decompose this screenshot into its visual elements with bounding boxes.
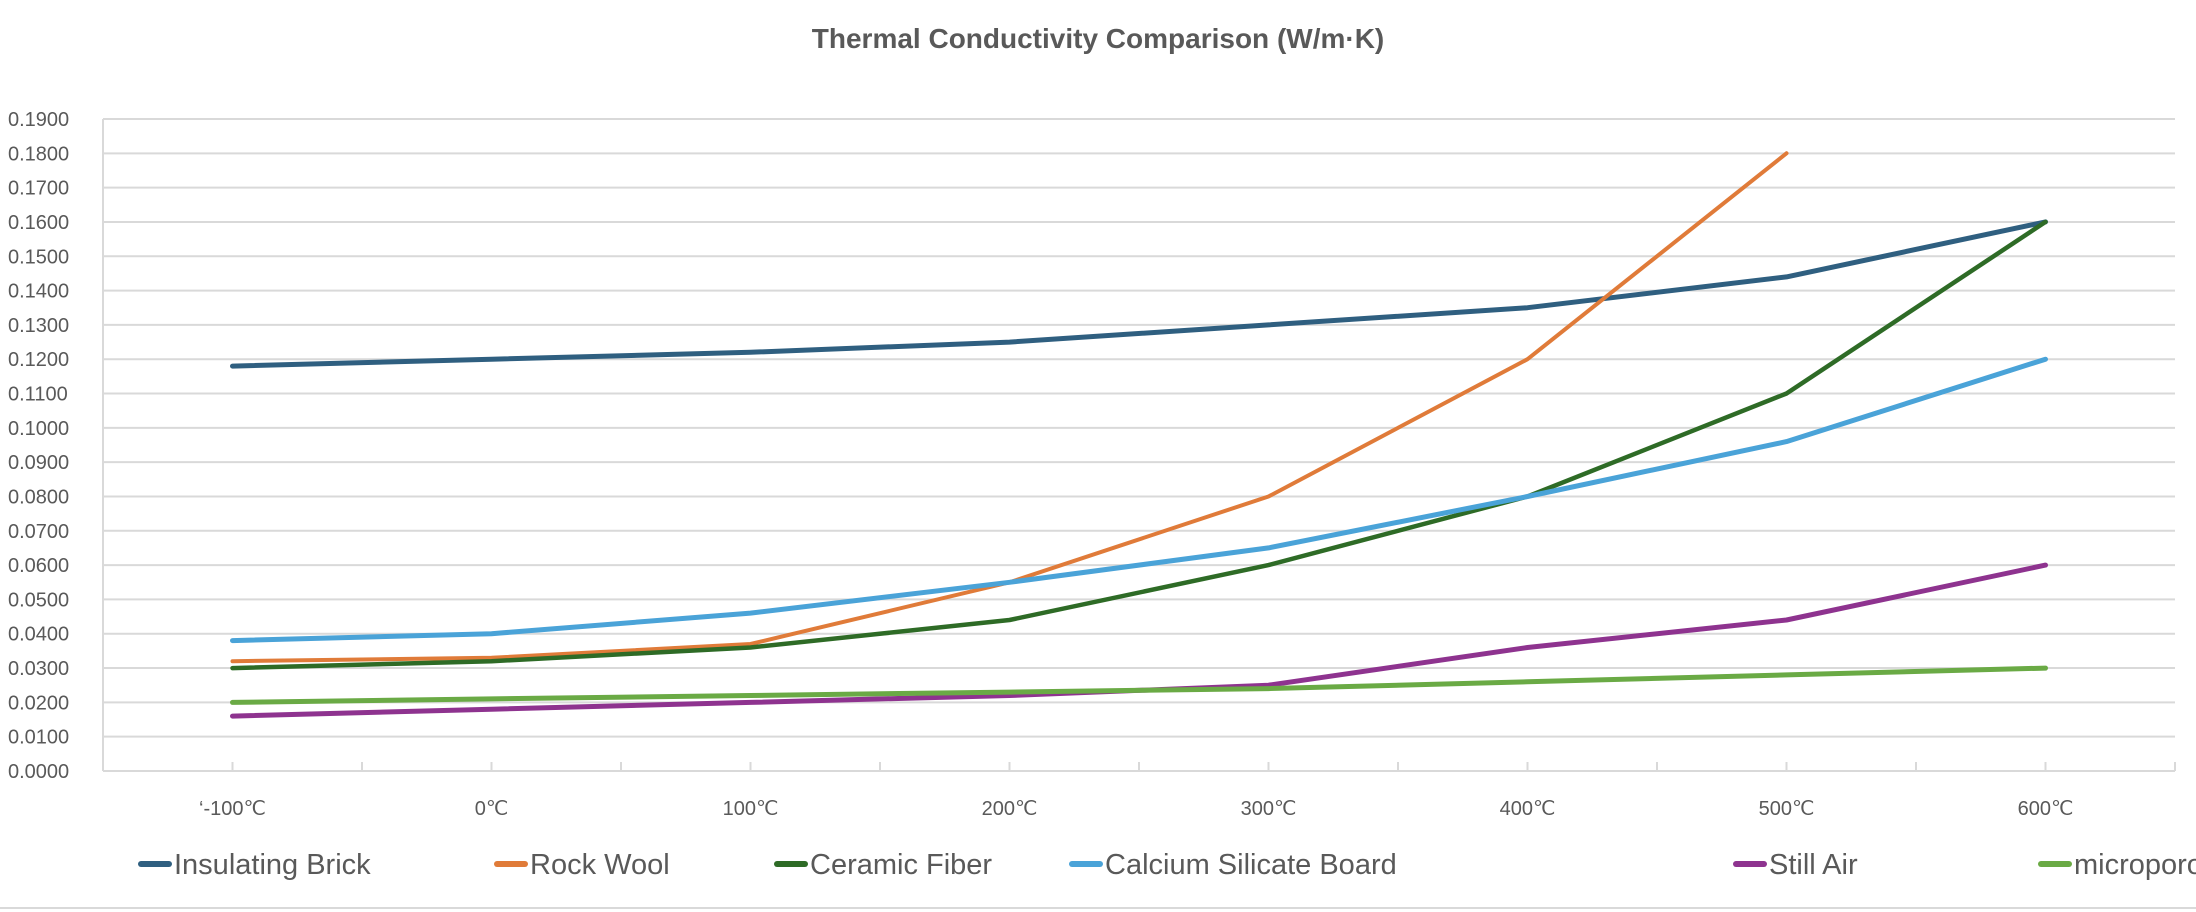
legend-item: Ceramic Fiber bbox=[774, 849, 992, 881]
legend-item: Calcium Silicate Board bbox=[1069, 849, 1397, 881]
y-axis: 0.0000 0.0100 0.0200 0.0300 0.0400 0.0500 0.06… bbox=[8, 109, 69, 783]
legend-item: microporous bbox=[2038, 849, 2196, 881]
legend-label: Insulating Brick bbox=[174, 849, 371, 881]
series-line-calcium-silicate-board bbox=[230, 356, 2048, 644]
y-tick-label: 0.0100 bbox=[8, 727, 69, 749]
x-tick-label: 200℃ bbox=[982, 798, 1038, 820]
legend-label: microporous bbox=[2074, 849, 2196, 881]
y-tick-label: 0.1200 bbox=[8, 349, 69, 371]
y-tick-label: 0.0700 bbox=[8, 521, 69, 543]
legend-label: Ceramic Fiber bbox=[810, 849, 992, 881]
legend-label: Calcium Silicate Board bbox=[1105, 849, 1397, 881]
y-tick-label: 0.1400 bbox=[8, 281, 69, 303]
x-tick-label: 0℃ bbox=[475, 798, 509, 820]
y-tick-label: 0.0800 bbox=[8, 486, 69, 508]
y-tick-label: 0.1500 bbox=[8, 246, 69, 268]
y-tick-label: 0.1100 bbox=[8, 384, 68, 406]
series-line-rock-wool bbox=[230, 151, 1789, 664]
y-tick-label: 0.1800 bbox=[8, 143, 69, 165]
x-axis: ‘-100℃ 0℃ 100℃ 200℃ 300℃ 400℃ 500℃ 600℃ bbox=[102, 119, 2176, 820]
legend-item: Insulating Brick bbox=[138, 849, 371, 881]
y-tick-label: 0.1300 bbox=[8, 315, 69, 337]
series-line-ceramic-fiber bbox=[230, 219, 2048, 671]
y-tick-label: 0.0600 bbox=[8, 555, 69, 577]
y-tick-label: 0.0200 bbox=[8, 692, 69, 714]
series-lines bbox=[230, 151, 2048, 719]
x-tick-label: 300℃ bbox=[1241, 798, 1297, 820]
y-tick-label: 0.0900 bbox=[8, 452, 69, 474]
y-tick-label: 0.1000 bbox=[8, 418, 69, 440]
y-tick-label: 0.0400 bbox=[8, 624, 69, 646]
y-tick-label: 0.1600 bbox=[8, 212, 69, 234]
x-tick-label: 100℃ bbox=[723, 798, 779, 820]
legend-item: Still Air bbox=[1733, 849, 1858, 881]
y-tick-label: 0.1900 bbox=[8, 109, 69, 131]
x-tick-label: ‘-100℃ bbox=[199, 798, 266, 820]
x-tick-label: 400℃ bbox=[1500, 798, 1556, 820]
y-tick-label: 0.0500 bbox=[8, 589, 69, 611]
legend-label: Rock Wool bbox=[530, 849, 670, 881]
x-tick-label: 500℃ bbox=[1759, 798, 1815, 820]
x-tick-label: 600℃ bbox=[2018, 798, 2074, 820]
legend-item: Rock Wool bbox=[494, 849, 670, 881]
y-tick-label: 0.1700 bbox=[8, 178, 69, 200]
gridlines bbox=[103, 118, 2175, 738]
series-line-still-air bbox=[230, 562, 2048, 719]
series-line-microporous bbox=[230, 665, 2048, 705]
legend-label: Still Air bbox=[1769, 849, 1858, 881]
series-line-insulating-brick bbox=[230, 219, 2048, 369]
chart-title: Thermal Conductivity Comparison (W/m·K) bbox=[812, 23, 1384, 54]
y-tick-label: 0.0300 bbox=[8, 658, 69, 680]
y-tick-label: 0.0000 bbox=[8, 761, 69, 783]
legend: Insulating Brick Rock Wool Ceramic Fiber Ca… bbox=[138, 849, 2196, 881]
